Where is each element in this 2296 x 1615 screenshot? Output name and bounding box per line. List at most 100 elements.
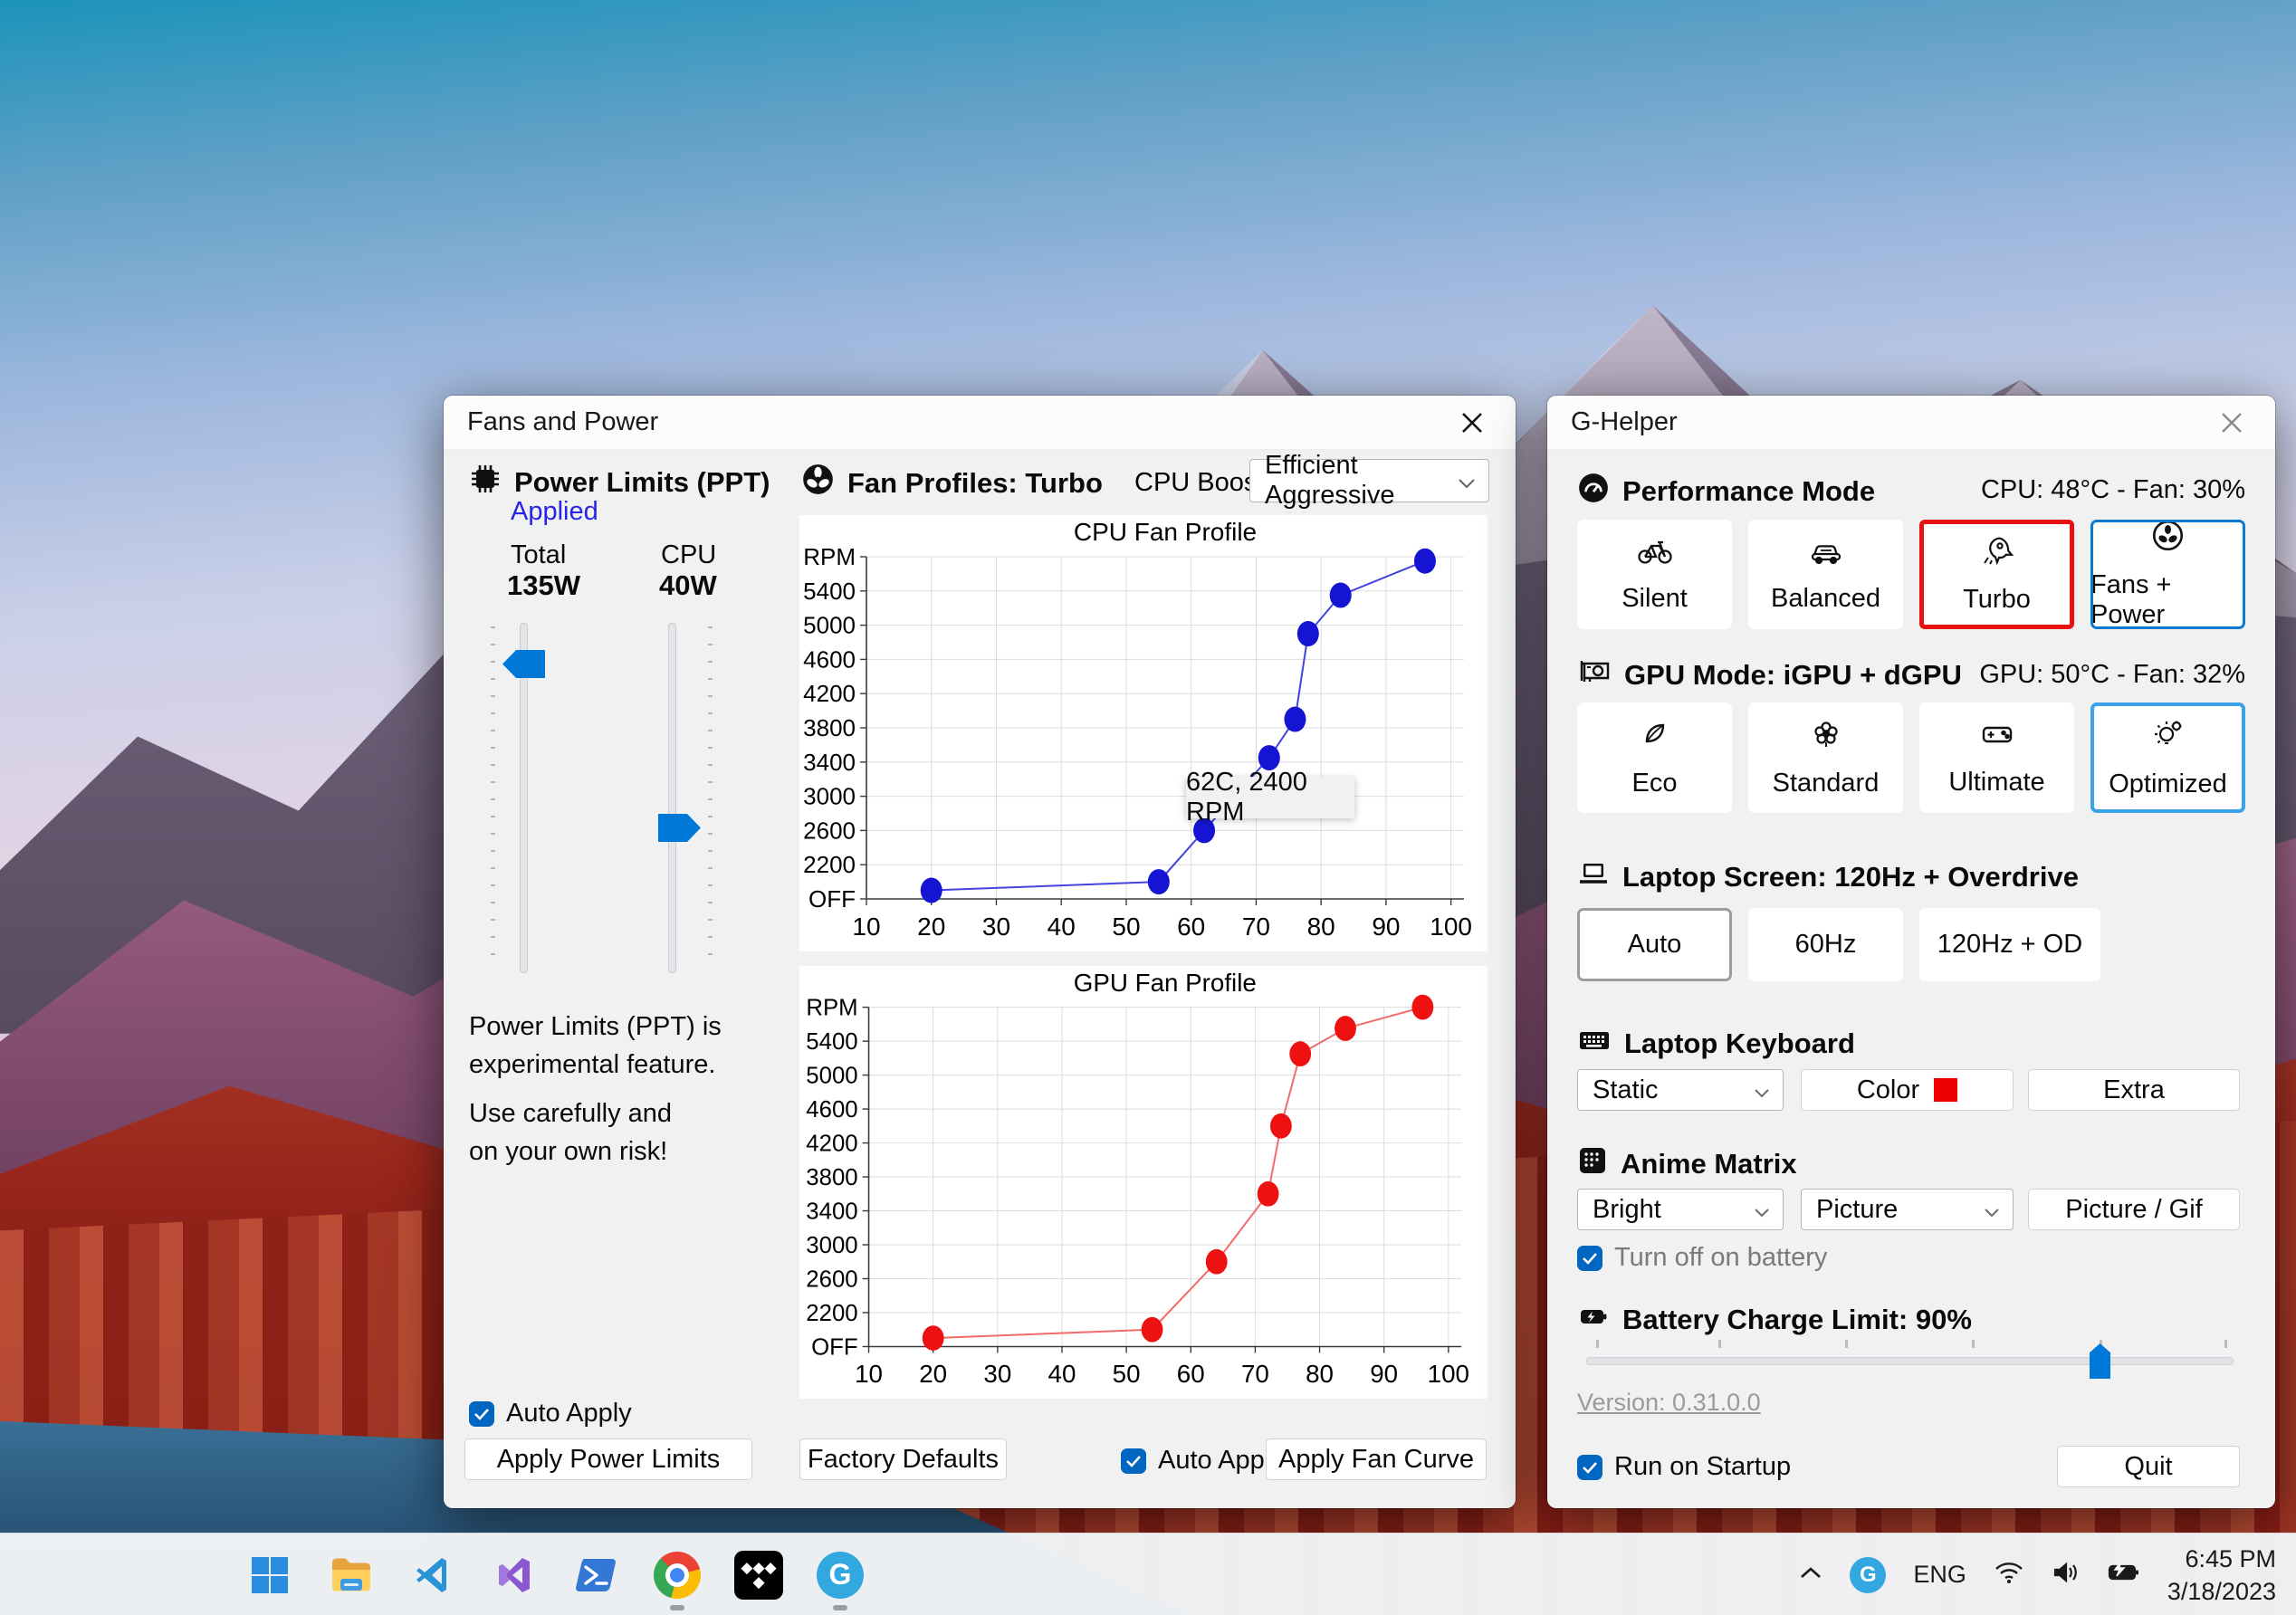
turn-off-on-battery-checkbox-row[interactable]: Turn off on battery bbox=[1577, 1243, 1827, 1273]
auto-apply-power-checkbox-row[interactable]: Auto Apply bbox=[469, 1399, 632, 1429]
mode-fans-power-button[interactable]: Fans + Power bbox=[2090, 520, 2245, 629]
taskbar-pinned-icons: ◆◆◆ ◆ G bbox=[241, 1534, 869, 1615]
svg-text:2600: 2600 bbox=[806, 1266, 857, 1292]
wifi-icon[interactable] bbox=[1994, 1560, 2024, 1590]
cpu-slider-ticks bbox=[708, 626, 713, 970]
svg-text:3400: 3400 bbox=[803, 749, 856, 776]
language-indicator[interactable]: ENG bbox=[1913, 1561, 1966, 1588]
g-helper-taskbar-button[interactable]: G bbox=[811, 1546, 869, 1610]
svg-text:60: 60 bbox=[1177, 1360, 1205, 1388]
chrome-button[interactable] bbox=[648, 1546, 706, 1610]
powershell-button[interactable] bbox=[567, 1546, 625, 1604]
g-helper-titlebar: G-Helper bbox=[1547, 396, 2275, 450]
tray-date: 3/18/2023 bbox=[2167, 1577, 2276, 1605]
svg-text:2600: 2600 bbox=[803, 817, 856, 844]
mode-balanced-button[interactable]: Balanced bbox=[1748, 520, 1903, 629]
svg-text:3000: 3000 bbox=[806, 1233, 857, 1258]
svg-text:10: 10 bbox=[855, 1360, 883, 1388]
tidal-icon: ◆◆◆ ◆ bbox=[734, 1550, 783, 1600]
svg-text:3800: 3800 bbox=[803, 714, 856, 741]
version-link[interactable]: Version: 0.31.0.0 bbox=[1577, 1389, 1761, 1416]
svg-text:90: 90 bbox=[1372, 913, 1400, 941]
gpu-ultimate-button[interactable]: Ultimate bbox=[1919, 702, 2074, 813]
cpu-boost-dropdown[interactable]: Efficient Aggressive bbox=[1249, 451, 1489, 510]
battery-slider-handle[interactable] bbox=[2090, 1343, 2110, 1379]
taskbar-clock[interactable]: 6:45 PM 3/18/2023 bbox=[2167, 1543, 2276, 1608]
cpu-watts-value: 40W bbox=[659, 569, 717, 601]
apply-power-limits-button[interactable]: Apply Power Limits bbox=[464, 1438, 752, 1480]
svg-text:70: 70 bbox=[1241, 1360, 1269, 1388]
checkbox-checked-icon[interactable] bbox=[469, 1400, 494, 1427]
chart-tooltip: 62C, 2400 RPM bbox=[1186, 768, 1354, 827]
svg-text:100: 100 bbox=[1430, 913, 1472, 941]
checkbox-checked-icon[interactable] bbox=[1121, 1448, 1146, 1474]
slider-tick bbox=[1718, 1340, 1721, 1348]
tray-chevron-up-icon[interactable] bbox=[1799, 1565, 1822, 1584]
gpu-eco-button[interactable]: Eco bbox=[1577, 702, 1732, 813]
svg-text:4200: 4200 bbox=[803, 680, 856, 707]
keyboard-color-swatch bbox=[1934, 1078, 1958, 1102]
screen-120hz-od-button[interactable]: 120Hz + OD bbox=[1919, 908, 2100, 981]
anime-brightness-dropdown[interactable]: Bright bbox=[1577, 1189, 1784, 1230]
gpu-standard-button[interactable]: Standard bbox=[1748, 702, 1903, 813]
svg-text:3000: 3000 bbox=[803, 783, 856, 810]
mode-silent-button[interactable]: Silent bbox=[1577, 520, 1732, 629]
tidal-button[interactable]: ◆◆◆ ◆ bbox=[730, 1546, 788, 1604]
battery-slider-track[interactable] bbox=[1586, 1357, 2234, 1365]
gpu-fan-chart[interactable]: OFF 2200 2600 3000 3400 3800 4200 4600 5000 5400 R… bbox=[799, 966, 1488, 1399]
keyboard-extra-button[interactable]: Extra bbox=[2028, 1069, 2240, 1111]
fans-and-power-window: Fans and Power Power Limits (PPT) Applie… bbox=[444, 396, 1516, 1508]
fans-window-titlebar: Fans and Power bbox=[444, 396, 1516, 450]
windows-logo-icon bbox=[252, 1556, 288, 1593]
keyboard-mode-dropdown[interactable]: Static bbox=[1577, 1069, 1784, 1111]
checkbox-checked-icon[interactable] bbox=[1577, 1245, 1602, 1271]
slider-tick bbox=[2224, 1340, 2227, 1348]
total-slider-handle[interactable] bbox=[502, 650, 545, 678]
quit-button[interactable]: Quit bbox=[2057, 1446, 2240, 1487]
svg-text:30: 30 bbox=[982, 913, 1010, 941]
power-limits-header: Power Limits (PPT) bbox=[469, 463, 770, 502]
screen-60hz-button[interactable]: 60Hz bbox=[1748, 908, 1903, 981]
cpu-slider-handle[interactable] bbox=[658, 814, 701, 842]
total-slider-track[interactable] bbox=[520, 623, 528, 973]
cpu-fan-chart[interactable]: OFF 2200 2600 3000 3400 3800 4200 4600 5000 5400 R… bbox=[799, 515, 1488, 951]
g-helper-window: G-Helper Performance Mode CPU: 48°C - Fa… bbox=[1547, 396, 2275, 1508]
svg-text:50: 50 bbox=[1112, 913, 1140, 941]
picture-gif-button[interactable]: Picture / Gif bbox=[2028, 1189, 2240, 1230]
anime-running-dropdown[interactable]: Picture bbox=[1801, 1189, 2014, 1230]
volume-icon[interactable] bbox=[2052, 1560, 2081, 1590]
svg-text:100: 100 bbox=[1428, 1360, 1469, 1388]
running-indicator bbox=[670, 1604, 684, 1610]
start-button[interactable] bbox=[241, 1546, 299, 1604]
svg-text:CPU Fan Profile: CPU Fan Profile bbox=[1074, 518, 1257, 546]
svg-text:5000: 5000 bbox=[806, 1064, 857, 1089]
visual-studio-button[interactable] bbox=[485, 1546, 543, 1604]
g-helper-tray-icon[interactable]: G bbox=[1850, 1556, 1887, 1593]
chevron-down-icon bbox=[1458, 466, 1476, 496]
total-label: Total bbox=[511, 540, 567, 569]
svg-text:80: 80 bbox=[1307, 913, 1335, 941]
factory-defaults-button[interactable]: Factory Defaults bbox=[799, 1438, 1007, 1480]
chrome-icon bbox=[654, 1551, 701, 1599]
mode-turbo-button[interactable]: Turbo bbox=[1919, 520, 2074, 629]
close-icon[interactable] bbox=[1452, 403, 1492, 443]
apply-fan-curve-button[interactable]: Apply Fan Curve bbox=[1266, 1438, 1487, 1480]
vscode-button[interactable] bbox=[404, 1546, 462, 1604]
screen-auto-button[interactable]: Auto bbox=[1577, 908, 1732, 981]
run-on-startup-checkbox-row[interactable]: Run on Startup bbox=[1577, 1452, 1791, 1482]
rocket-icon bbox=[1981, 534, 2014, 574]
gauge-icon bbox=[1577, 472, 1610, 511]
gpu-optimized-button[interactable]: Optimized bbox=[2090, 702, 2245, 813]
keyboard-color-button[interactable]: Color bbox=[1801, 1069, 2014, 1111]
file-explorer-button[interactable] bbox=[322, 1546, 380, 1604]
auto-apply-fan-checkbox-row[interactable]: Auto Apply bbox=[1121, 1446, 1284, 1476]
tray-time: 6:45 PM bbox=[2185, 1544, 2276, 1572]
svg-text:GPU Fan Profile: GPU Fan Profile bbox=[1074, 969, 1257, 997]
svg-text:70: 70 bbox=[1242, 913, 1270, 941]
checkbox-checked-icon[interactable] bbox=[1577, 1454, 1602, 1480]
laptop-icon bbox=[1577, 859, 1610, 895]
cpu-slider-track[interactable] bbox=[668, 623, 676, 973]
close-icon[interactable] bbox=[2212, 403, 2252, 443]
battery-charging-icon[interactable] bbox=[2108, 1561, 2140, 1589]
svg-text:4600: 4600 bbox=[806, 1097, 857, 1123]
